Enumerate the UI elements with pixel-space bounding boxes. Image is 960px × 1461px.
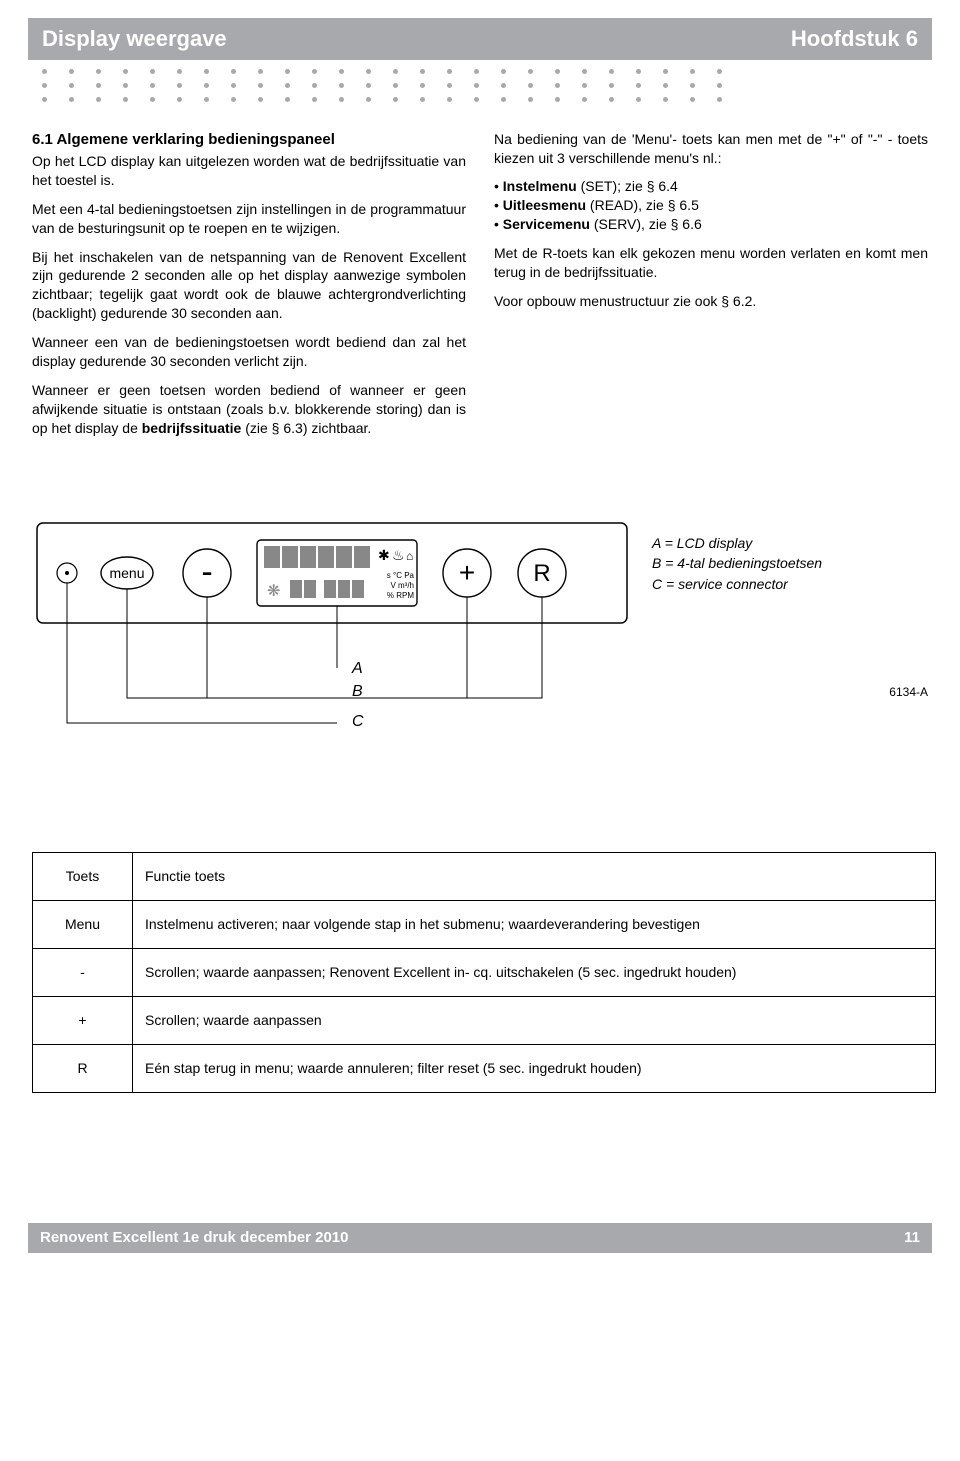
svg-text:♨: ♨ (392, 547, 405, 563)
paragraph: Met de R-toets kan elk gekozen menu word… (494, 244, 928, 282)
table-header: Toets (33, 853, 133, 901)
button-function-table: Toets Functie toets MenuInstelmenu activ… (32, 852, 936, 1092)
list-item: Servicemenu (SERV), zie § 6.6 (494, 215, 928, 234)
right-column: Na bediening van de 'Menu'- toets kan me… (494, 130, 928, 448)
control-panel-diagram: menu - ✱ ♨ (32, 518, 632, 753)
menu-button[interactable]: menu (101, 557, 153, 589)
legend-line: B = 4-tal bedieningstoetsen (652, 554, 928, 573)
paragraph: Wanneer een van de bedieningstoetsen wor… (32, 333, 466, 371)
svg-text:B: B (352, 683, 363, 700)
paragraph: Voor opbouw menustructuur zie ook § 6.2. (494, 292, 928, 311)
page-footer: Renovent Excellent 1e druk december 2010… (28, 1223, 932, 1253)
svg-text:+: + (459, 557, 475, 588)
svg-text:% RPM: % RPM (387, 591, 414, 600)
table-row: +Scrollen; waarde aanpassen (33, 997, 936, 1045)
lcd-display: ✱ ♨ ⌂ ❋ s °C Pa V m³/h % RPM (257, 540, 417, 606)
list-item: Uitleesmenu (READ), zie § 6.5 (494, 196, 928, 215)
svg-text:✱: ✱ (378, 547, 390, 563)
table-row: -Scrollen; waarde aanpassen; Renovent Ex… (33, 949, 936, 997)
svg-text:V m³/h: V m³/h (390, 581, 414, 590)
header-left: Display weergave (42, 24, 227, 54)
paragraph: Wanneer er geen toetsen worden bediend o… (32, 381, 466, 438)
minus-button[interactable]: - (183, 549, 231, 597)
footer-right: 11 (904, 1228, 920, 1248)
svg-text:A: A (351, 660, 363, 677)
legend-line: A = LCD display (652, 534, 928, 553)
paragraph: Met een 4-tal bedieningstoetsen zijn ins… (32, 200, 466, 238)
menu-list: Instelmenu (SET); zie § 6.4 Uitleesmenu … (494, 177, 928, 234)
diagram-legend: A = LCD display B = 4-tal bedieningstoet… (652, 518, 928, 703)
chapter-header: Display weergave Hoofdstuk 6 (28, 18, 932, 60)
left-column: 6.1 Algemene verklaring bedieningspaneel… (32, 130, 466, 448)
r-button[interactable]: R (518, 549, 566, 597)
footer-left: Renovent Excellent 1e druk december 2010 (40, 1228, 348, 1248)
decorative-dots (28, 69, 932, 102)
legend-line: C = service connector (652, 575, 928, 594)
paragraph: Bij het inschakelen van de netspanning v… (32, 248, 466, 324)
plus-button[interactable]: + (443, 549, 491, 597)
svg-text:R: R (533, 560, 550, 587)
svg-text:C: C (352, 713, 364, 730)
paragraph: Na bediening van de 'Menu'- toets kan me… (494, 130, 928, 168)
svg-text:❋: ❋ (267, 583, 280, 600)
svg-text:-: - (201, 553, 212, 591)
paragraph: Op het LCD display kan uitgelezen worden… (32, 152, 466, 190)
table-row: REén stap terug in menu; waarde annulere… (33, 1044, 936, 1092)
table-header: Functie toets (133, 853, 936, 901)
list-item: Instelmenu (SET); zie § 6.4 (494, 177, 928, 196)
figure-id: 6134-A (652, 684, 928, 700)
header-right: Hoofdstuk 6 (791, 24, 918, 54)
svg-text:⌂: ⌂ (406, 549, 413, 563)
section-heading: 6.1 Algemene verklaring bedieningspaneel (32, 130, 466, 150)
table-row: MenuInstelmenu activeren; naar volgende … (33, 901, 936, 949)
svg-text:s °C Pa: s °C Pa (387, 571, 415, 580)
svg-text:menu: menu (109, 565, 144, 581)
